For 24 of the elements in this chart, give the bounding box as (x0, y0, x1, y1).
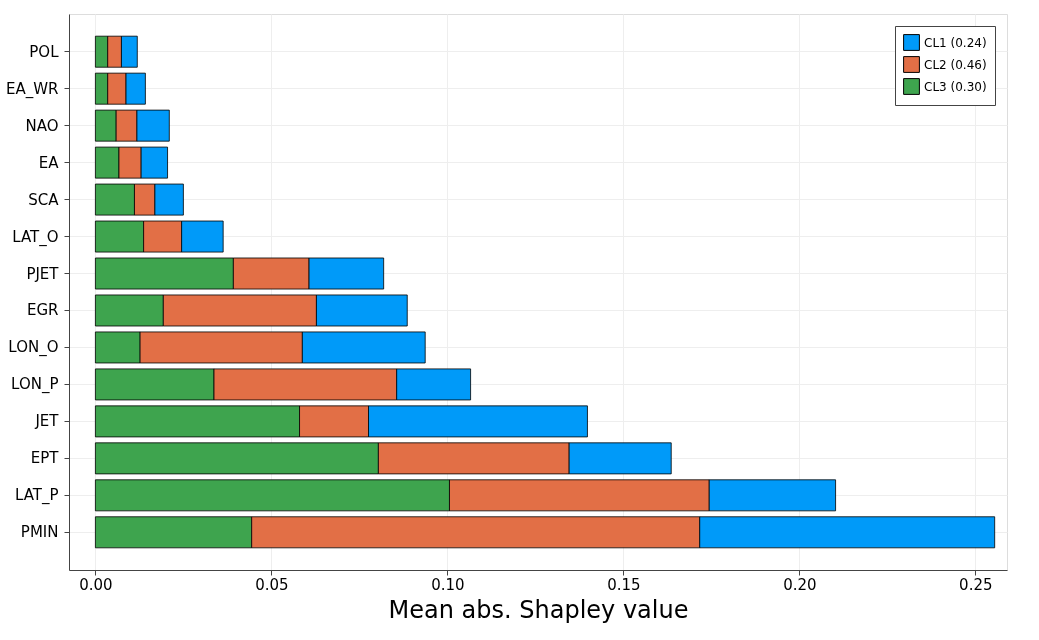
x-tick-label: 0.00 (79, 575, 113, 594)
x-tick-label: 0.15 (607, 575, 641, 594)
legend-label: CL3 (0.30) (924, 79, 987, 94)
y-tick-label: PJET (26, 264, 60, 283)
y-tick-label: EGR (26, 301, 59, 320)
y-tick-label: LON_P (11, 375, 59, 395)
y-tick-label: PMIN (20, 523, 59, 542)
y-tick-label: LAT_O (12, 227, 59, 247)
y-tick-label: EA_WR (6, 79, 59, 99)
y-tick-label: JET (34, 412, 60, 431)
y-tick-label: LON_O (8, 338, 59, 358)
legend-label: CL2 (0.46) (924, 57, 987, 72)
y-tick-label: POL (29, 42, 60, 61)
y-tick-label: LAT_P (14, 486, 59, 506)
y-tick-label: SCA (28, 190, 60, 209)
y-tick-label: NAO (25, 116, 59, 135)
x-tick-label: 0.20 (783, 575, 817, 594)
x-tick-label: 0.25 (959, 575, 993, 594)
x-tick-label: 0.05 (255, 575, 289, 594)
x-axis-title: Mean abs. Shapley value (388, 595, 689, 624)
y-tick-label: EPT (30, 449, 60, 468)
y-tick-label: EA (38, 153, 60, 172)
legend-label: CL1 (0.24) (924, 35, 987, 50)
x-tick-label: 0.10 (431, 575, 465, 594)
